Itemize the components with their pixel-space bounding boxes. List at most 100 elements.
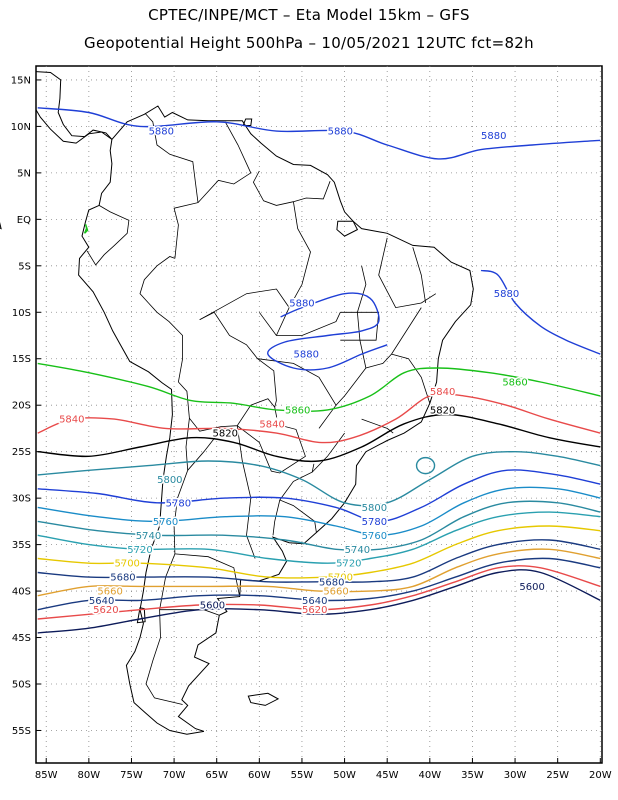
longitude-axis: 85W 80W 75W 70W 65W 60W 55W 50W 45W 40W 35W 30W 25W 2… xyxy=(35,758,612,781)
political-border xyxy=(199,311,277,408)
lon-tick-label: 70W xyxy=(163,770,186,781)
contour-label: 5800 xyxy=(362,503,387,514)
political-border xyxy=(86,205,130,266)
contour-label: 5640 xyxy=(89,596,114,607)
contour-label: 5880 xyxy=(289,298,314,309)
contour-label: 5640 xyxy=(302,596,327,607)
lat-tick-label: 10N xyxy=(11,122,31,133)
contour-label: 5620 xyxy=(302,605,327,616)
political-border xyxy=(391,353,431,404)
political-border xyxy=(412,247,426,304)
contour-label: 5840 xyxy=(59,415,84,426)
contour-5760 xyxy=(37,486,601,537)
contour-labels: 5880 5880 58805880588058805860586058405840… xyxy=(58,125,547,618)
lat-tick-label: EQ xyxy=(17,215,31,226)
political-border xyxy=(288,201,311,308)
lon-tick-label: 35W xyxy=(461,770,484,781)
contour-label: 5800 xyxy=(157,475,182,486)
lat-tick-label: 10S xyxy=(12,308,31,319)
contour-label: 5780 xyxy=(166,498,191,509)
political-border xyxy=(199,288,290,336)
contour-label: 5880 xyxy=(149,127,174,138)
contour-5880 xyxy=(37,107,601,160)
contour-label: 5760 xyxy=(362,531,387,542)
contour-5820 xyxy=(37,413,601,463)
lon-tick-label: 30W xyxy=(504,770,527,781)
lat-tick-label: 20S xyxy=(12,401,31,412)
political-border xyxy=(148,302,183,383)
title-line-1: CPTEC/INPE/MCT – Eta Model 15km – GFS xyxy=(148,6,470,24)
political-border xyxy=(272,499,281,536)
political-border xyxy=(378,237,437,309)
lat-tick-label: 15N xyxy=(11,75,31,86)
contour-5720 xyxy=(37,511,601,564)
title-line-2: Geopotential Height 500hPa – 10/05/2021 … xyxy=(84,34,534,52)
contour-label: 5740 xyxy=(345,545,370,556)
political-border xyxy=(357,265,367,313)
contour-label: 5880 xyxy=(328,127,353,138)
political-border xyxy=(258,312,341,336)
height-contours xyxy=(37,107,601,634)
political-border xyxy=(357,312,367,369)
contour-label: 5820 xyxy=(430,405,455,416)
contour-5840 xyxy=(37,393,601,444)
contour-label: 5820 xyxy=(213,429,238,440)
contour-5740 xyxy=(37,500,601,552)
lat-tick-label: 15S xyxy=(12,354,31,365)
political-border xyxy=(174,553,241,597)
trinidad-island xyxy=(242,118,253,126)
contour-5800-loop xyxy=(415,456,436,475)
contour-5880 xyxy=(480,269,601,355)
political-border xyxy=(361,418,394,434)
lat-tick-label: 30S xyxy=(12,494,31,505)
lon-tick-label: 65W xyxy=(205,770,228,781)
falklands-island xyxy=(247,692,280,706)
lon-tick-label: 20W xyxy=(589,770,612,781)
contour-5680 xyxy=(37,539,601,583)
contour-5640 xyxy=(37,557,601,611)
political-border xyxy=(252,170,331,206)
political-border xyxy=(144,113,199,259)
contour-label: 5860 xyxy=(285,405,310,416)
contour-label: 5740 xyxy=(136,531,161,542)
contour-label: 5860 xyxy=(502,377,527,388)
lon-tick-label: 25W xyxy=(546,770,569,781)
contour-label: 5660 xyxy=(323,587,348,598)
contour-label: 5600 xyxy=(200,601,225,612)
contour-label: 5780 xyxy=(362,517,387,528)
lon-tick-label: 60W xyxy=(248,770,271,781)
contour-label: 5840 xyxy=(259,419,284,430)
lat-tick-label: 50S xyxy=(12,680,31,691)
lat-tick-label: 40S xyxy=(12,587,31,598)
contour-label: 5720 xyxy=(127,545,152,556)
contour-label: 5680 xyxy=(110,573,135,584)
political-border xyxy=(340,311,380,341)
contour-label: 5660 xyxy=(97,587,122,598)
contour-5700 xyxy=(37,525,601,579)
marajo-island xyxy=(336,220,359,237)
contour-label: 5840 xyxy=(430,387,455,398)
lon-tick-label: 75W xyxy=(120,770,143,781)
contour-label: 5760 xyxy=(153,517,178,528)
contour-label: 5680 xyxy=(319,577,344,588)
latitude-axis: 15N 10N 5N EQ 5S 10S 15S 20S 25S 30S 35S 40S 45S 50S 5… xyxy=(11,75,41,737)
contour-label: 5700 xyxy=(114,559,139,570)
contour-5880 xyxy=(267,292,388,371)
contour-5860-loop xyxy=(83,224,89,234)
lon-tick-label: 40W xyxy=(419,770,442,781)
political-border xyxy=(139,256,176,304)
caribbean-coastline xyxy=(35,71,113,140)
graticule-grid xyxy=(36,66,602,763)
political-border xyxy=(236,407,306,474)
lon-tick-label: 45W xyxy=(376,770,399,781)
contour-label: 5700 xyxy=(328,573,353,584)
lon-tick-label: 85W xyxy=(35,770,58,781)
political-border xyxy=(197,121,252,203)
central-america-coastline xyxy=(35,109,113,144)
contour-5620 xyxy=(37,565,601,620)
contour-label: 5620 xyxy=(93,605,118,616)
contour-label: 5880 xyxy=(481,131,506,142)
contour-5600 xyxy=(37,569,601,634)
lon-tick-label: 55W xyxy=(291,770,314,781)
